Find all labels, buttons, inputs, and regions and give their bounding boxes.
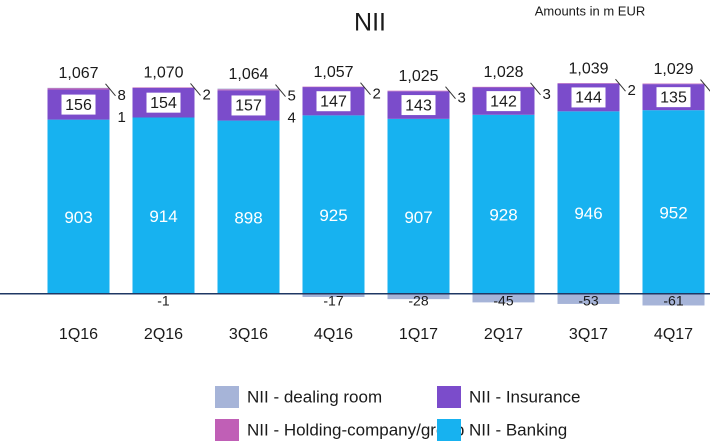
bar-segment: [132, 117, 195, 294]
bar-segment: [217, 89, 280, 91]
bar-segment: [47, 87, 110, 89]
bar-segment: [472, 86, 535, 88]
x-tick-label: 2Q17: [484, 326, 523, 343]
legend-swatch: [437, 419, 461, 441]
bar-segment: [387, 293, 450, 300]
label-box: [146, 92, 181, 113]
data-label: 5: [288, 88, 296, 105]
bar-segment: [47, 88, 110, 90]
x-tick-label: 1Q16: [59, 326, 98, 343]
bar-segment: [132, 87, 195, 88]
data-label: 2: [203, 86, 211, 103]
legend-label: NII - Holding-company/group: [247, 420, 464, 439]
total-label: 1,070: [143, 65, 183, 82]
data-label: -28: [408, 292, 428, 308]
data-label: 2: [373, 86, 381, 103]
bar-segment: [557, 111, 620, 294]
total-label: 1,057: [313, 64, 353, 81]
label-box: [571, 87, 606, 108]
total-label: 1,064: [228, 66, 268, 83]
legend-label: NII - Insurance: [469, 387, 581, 406]
bar-segment: [642, 293, 705, 306]
total-label: 1,029: [653, 61, 693, 78]
bar-segment: [217, 88, 280, 90]
bar-segment: [642, 83, 705, 85]
bar-segment: [302, 86, 365, 88]
label-box: [486, 91, 521, 112]
label-box: [656, 87, 691, 108]
bar-segment: [557, 293, 620, 304]
bar-segment: [472, 293, 535, 303]
data-label: 925: [319, 206, 347, 225]
data-label: -61: [663, 292, 683, 308]
data-label: -1: [157, 292, 170, 308]
total-label: 1,025: [398, 68, 438, 85]
data-label: -53: [578, 292, 598, 308]
bar-segment: [302, 115, 365, 294]
legend-swatch: [437, 386, 461, 408]
label-box: [231, 95, 266, 116]
x-tick-label: 3Q17: [569, 326, 608, 343]
chart-title: NII: [354, 9, 386, 37]
bar-segment: [642, 110, 705, 294]
data-label: 3: [458, 90, 466, 107]
data-label: 143: [405, 97, 432, 114]
legend-label: NII - dealing room: [247, 387, 382, 406]
total-label: 1,028: [483, 64, 523, 81]
data-label: 144: [575, 90, 602, 107]
label-box: [401, 95, 436, 116]
bar-segment: [47, 119, 110, 294]
x-tick-label: 4Q17: [654, 326, 693, 343]
x-tick-label: 1Q17: [399, 326, 438, 343]
leader-line: [530, 82, 541, 96]
data-label: 4: [288, 110, 296, 127]
bar-segment: [217, 120, 280, 294]
data-label: 907: [404, 208, 432, 227]
total-label: 1,039: [568, 60, 608, 77]
leader-line: [275, 84, 286, 97]
x-tick-label: 4Q16: [314, 326, 353, 343]
x-tick-label: 2Q16: [144, 326, 183, 343]
data-label: 946: [574, 204, 602, 223]
data-label: 135: [660, 89, 687, 106]
total-label: 1,067: [58, 65, 98, 82]
bar-segment: [302, 293, 365, 297]
bar-segment: [387, 118, 450, 294]
data-label: 914: [149, 207, 177, 226]
leader-line: [700, 79, 710, 92]
data-label: 1: [118, 109, 126, 126]
data-label: 142: [490, 93, 517, 110]
data-label: -45: [493, 292, 513, 308]
data-label: 154: [150, 95, 177, 112]
leader-line: [360, 82, 371, 95]
legend-label: NII - Banking: [469, 420, 567, 439]
leader-line: [445, 86, 456, 100]
data-label: 928: [489, 206, 517, 225]
data-label: 8: [118, 87, 126, 104]
data-label: 898: [234, 209, 262, 228]
label-box: [61, 94, 96, 115]
leader-line: [190, 83, 201, 96]
data-label: 157: [235, 98, 262, 115]
x-tick-label: 3Q16: [229, 326, 268, 343]
bar-segment: [557, 83, 620, 84]
bar-segment: [387, 90, 450, 92]
data-label: 903: [64, 208, 92, 227]
leader-line: [105, 83, 116, 97]
legend-swatch: [215, 419, 239, 441]
data-label: 2: [628, 82, 636, 99]
data-label: 3: [543, 86, 551, 103]
data-label: 156: [65, 97, 92, 114]
data-label: 147: [320, 93, 347, 110]
label-box: [316, 91, 351, 112]
bar-segment: [472, 114, 535, 294]
leader-line: [615, 78, 626, 92]
data-label: 952: [659, 203, 687, 222]
data-label: -17: [323, 292, 343, 308]
chart-subtitle: Amounts in m EUR: [535, 3, 646, 18]
legend-swatch: [215, 386, 239, 408]
